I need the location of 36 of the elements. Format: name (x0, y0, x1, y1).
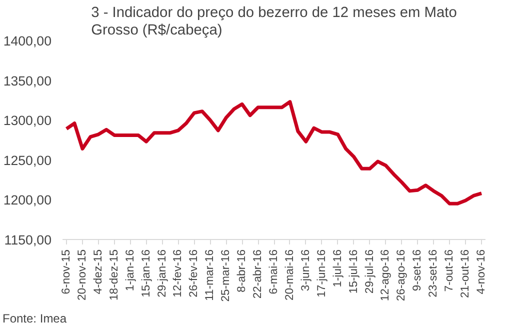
x-tick-label: 20-mai-16 (284, 250, 296, 300)
y-tick-label: 1400,00 (3, 34, 52, 48)
x-tick-label: 9-set-16 (412, 249, 424, 292)
x-tick-label: 20-nov-15 (76, 249, 88, 301)
x-tick-label: 22-abr-16 (252, 249, 264, 299)
x-tick-label: 3-jun-16 (300, 250, 312, 292)
y-tick-label: 1300,00 (3, 113, 52, 128)
x-tick-label: 17-jun-16 (316, 249, 328, 298)
x-tick-label: 6-mai-16 (268, 249, 280, 294)
x-tick-label: 29-jul-16 (364, 249, 376, 294)
x-tick-label: 26-ago-16 (396, 249, 408, 302)
x-tick-label: 4-nov-16 (476, 249, 488, 294)
y-tick-label: 1200,00 (3, 192, 52, 208)
x-tick-label: 29-jan-16 (156, 249, 168, 298)
x-tick-label: 4-dez-15 (92, 249, 104, 294)
x-tick-label: 18-dez-15 (108, 249, 120, 301)
x-tick-label: 6-nov-15 (60, 249, 72, 294)
y-tick-label: 1150,00 (4, 232, 52, 248)
x-tick-label: 21-out-16 (460, 249, 472, 298)
x-tick-label: 11-mar-16 (204, 249, 216, 301)
x-tick-label: 15-jan-16 (140, 249, 152, 298)
y-tick-label: 1350,00 (3, 73, 52, 88)
x-tick-label: 1-jul-16 (332, 250, 344, 288)
x-tick-label: 7-out-16 (444, 249, 456, 292)
x-tick-label: 15-jul-16 (348, 249, 360, 294)
chart-title: 3 - Indicador do preço do bezerro de 12 meses em Mato Grosso (R$/cabeça) (91, 4, 457, 38)
x-tick-label: 23-set-16 (428, 250, 440, 298)
x-tick-label: 25-mar-16 (220, 249, 232, 302)
x-tick-label: 1-jan-16 (124, 250, 136, 292)
x-tick-label: 8-abr-16 (236, 249, 248, 292)
x-tick-label: 12-ago-16 (380, 249, 392, 302)
line-series (64, 100, 484, 206)
y-tick-label: 1250,00 (3, 152, 52, 168)
x-tick-label: 26-fev-16 (188, 250, 200, 298)
source-note: Fonte: Imea (2, 312, 67, 326)
x-tick-label: 12-fev-16 (172, 250, 184, 298)
